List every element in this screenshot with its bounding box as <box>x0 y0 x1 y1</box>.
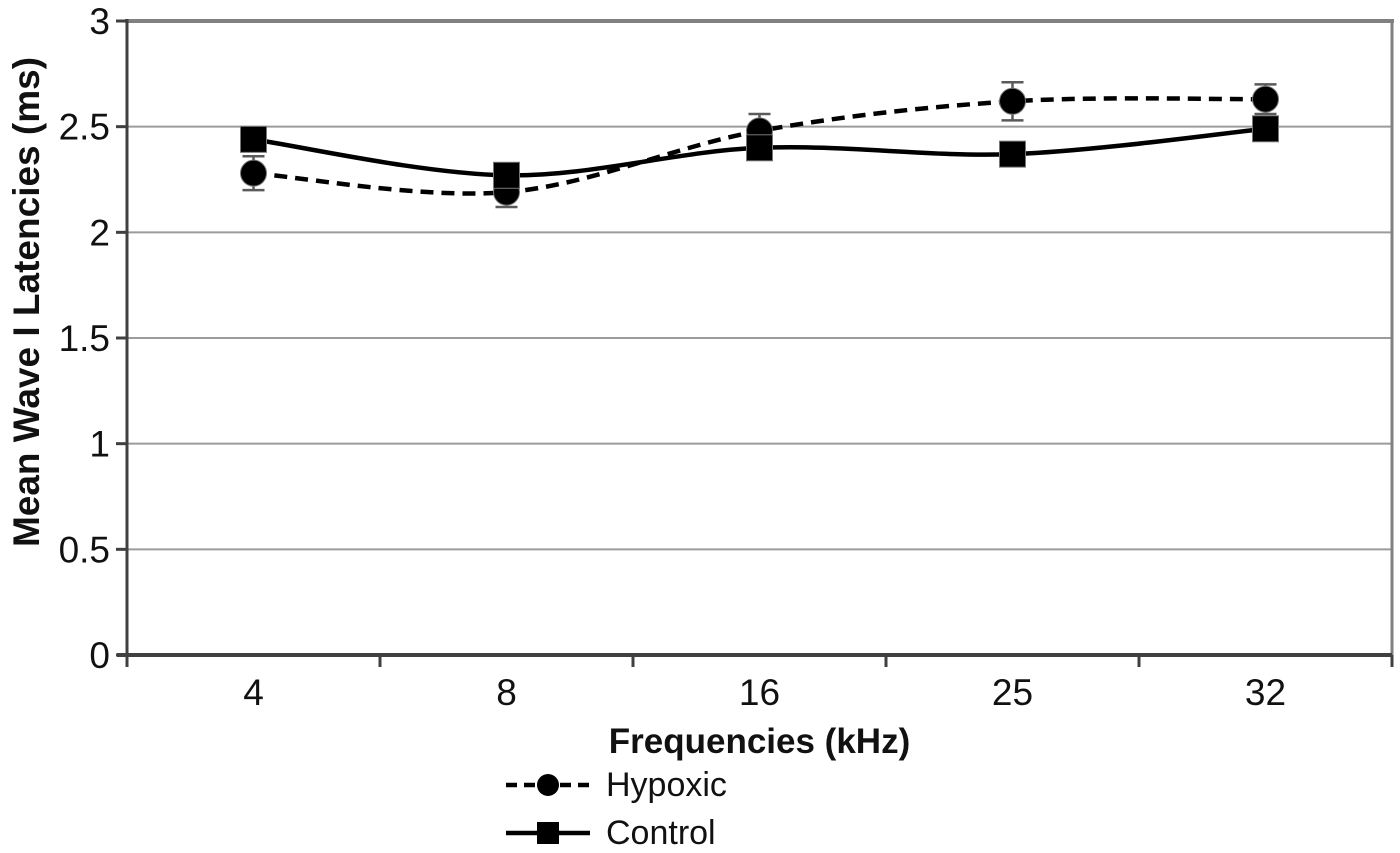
y-tick-label: 2.5 <box>59 107 110 148</box>
legend: Hypoxic Control <box>506 763 727 853</box>
hypoxic-dashed-line-circle-icon <box>506 774 590 796</box>
y-tick-label: 2 <box>89 212 110 253</box>
legend-marker-sample <box>537 774 559 796</box>
marker-circle-hypoxic <box>999 87 1026 115</box>
y-tick-label: 3 <box>89 1 110 42</box>
x-tick-label: 25 <box>992 672 1033 713</box>
legend-label-control: Control <box>606 814 716 852</box>
x-tick-label: 8 <box>496 672 517 713</box>
marker-square-control <box>999 140 1026 168</box>
legend-item-hypoxic: Hypoxic <box>506 763 727 807</box>
marker-square-control <box>1252 115 1279 143</box>
legend-item-control: Control <box>506 811 727 853</box>
y-tick-label: 1 <box>89 424 110 465</box>
x-tick-label: 16 <box>739 672 780 713</box>
x-tick-label: 32 <box>1245 672 1286 713</box>
marker-circle-hypoxic <box>240 159 267 187</box>
y-axis-title: Mean Wave I Latencies (ms) <box>6 56 47 548</box>
y-tick-label: 0.5 <box>59 529 110 570</box>
legend-label-hypoxic: Hypoxic <box>606 766 727 804</box>
x-tick-label: 4 <box>243 672 264 713</box>
x-axis-title: Frequencies (kHz) <box>608 722 911 761</box>
control-solid-line-square-icon <box>506 822 590 844</box>
plot-area: 0 0.5 1 1.5 2 2.5 3 4 8 16 25 32 <box>59 1 1394 713</box>
y-tick-label: 1.5 <box>59 318 110 359</box>
marker-square-control <box>746 134 773 162</box>
marker-square-control <box>493 161 520 189</box>
marker-circle-hypoxic <box>1252 85 1279 113</box>
y-tick-label: 0 <box>89 635 110 676</box>
marker-square-control <box>240 125 267 153</box>
legend-marker-sample <box>537 822 559 844</box>
